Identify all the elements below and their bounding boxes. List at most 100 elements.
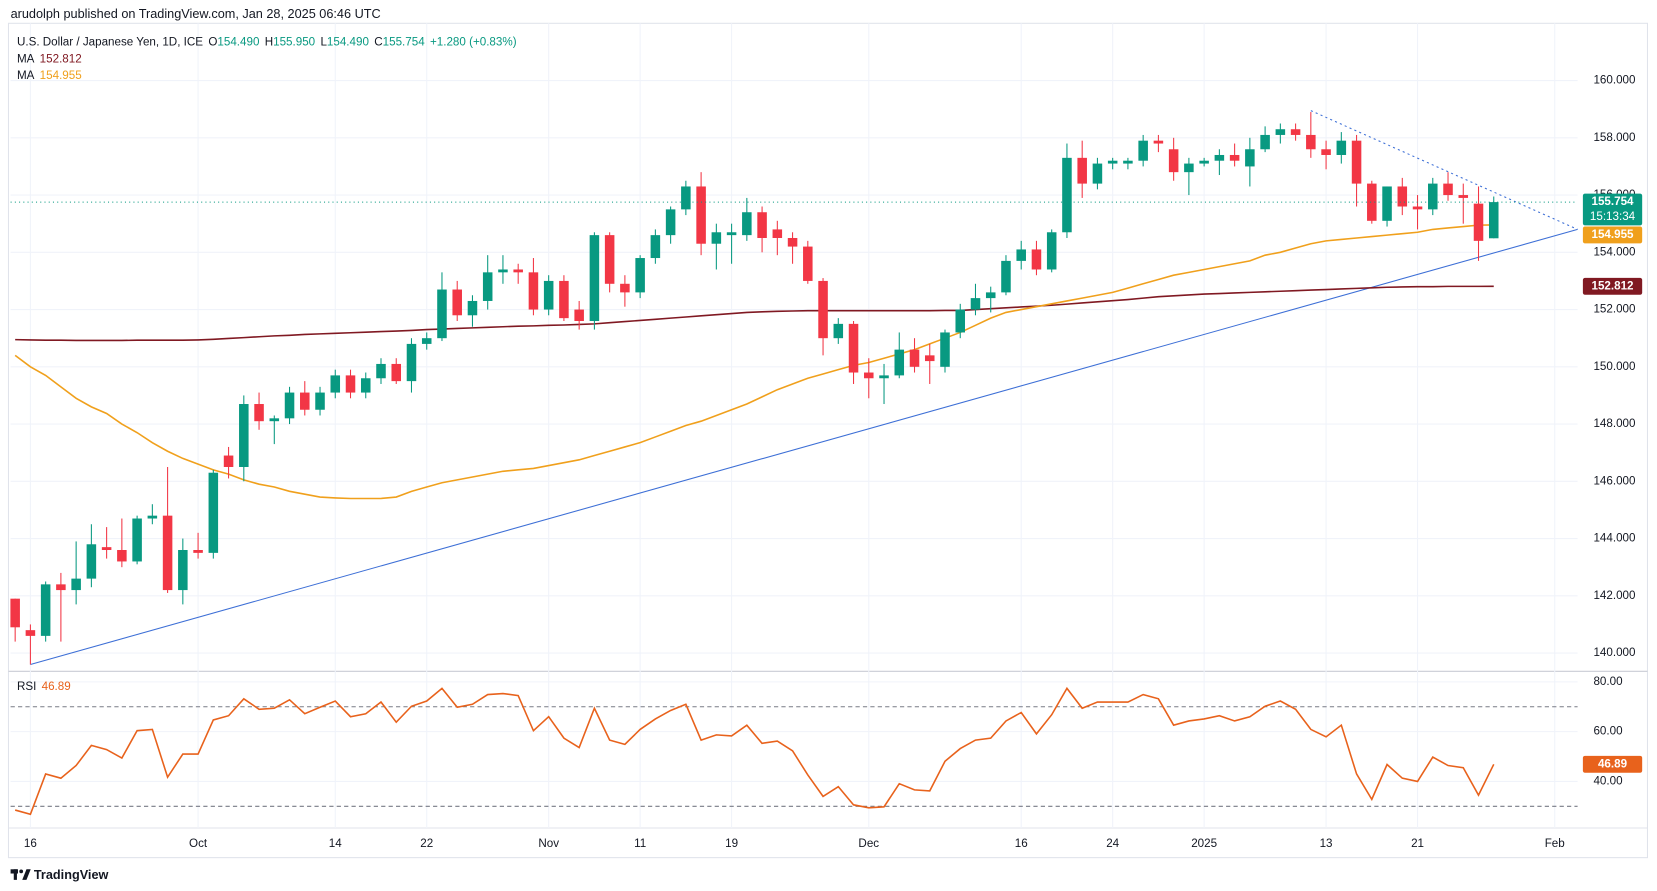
rsi-line bbox=[14, 686, 1495, 816]
x-tick-label: 19 bbox=[725, 837, 738, 850]
candle-body bbox=[391, 363, 402, 382]
ma-value-box bbox=[1582, 277, 1643, 295]
candle-body bbox=[803, 246, 813, 281]
frame bbox=[7, 22, 1649, 859]
candle-body bbox=[1382, 186, 1392, 221]
y-tick-label: 160.000 bbox=[1593, 74, 1636, 87]
candle-body bbox=[452, 289, 462, 316]
candle-body bbox=[1397, 186, 1408, 207]
candle-body bbox=[1107, 160, 1118, 164]
candle-body bbox=[421, 338, 432, 344]
x-tick-label: 14 bbox=[329, 837, 342, 850]
candle-body bbox=[635, 258, 645, 293]
candle-body bbox=[1138, 140, 1148, 161]
x-tick-label: Oct bbox=[189, 837, 208, 850]
candle-body bbox=[574, 309, 584, 322]
candle-body bbox=[71, 578, 81, 591]
candle-body bbox=[848, 323, 859, 373]
candle-body bbox=[833, 323, 844, 339]
candle-body bbox=[132, 518, 142, 562]
ma-value: 154.955 bbox=[40, 69, 82, 82]
candle-body bbox=[360, 378, 371, 393]
change-value: +1.280 (+0.83%) bbox=[430, 35, 517, 48]
candle-body bbox=[1473, 203, 1484, 241]
candle-body bbox=[1336, 140, 1347, 155]
ohlc-value: 154.490 bbox=[217, 35, 260, 48]
x-tick-label: 24 bbox=[1106, 837, 1119, 850]
candle-body bbox=[40, 584, 51, 636]
candle-body bbox=[1351, 140, 1362, 184]
candle-body bbox=[1458, 195, 1469, 198]
x-tick-label: 11 bbox=[634, 837, 646, 850]
candle-body bbox=[10, 598, 20, 628]
y-tick-label: 146.000 bbox=[1593, 474, 1636, 487]
x-tick-label: 16 bbox=[1015, 837, 1028, 850]
candle-body bbox=[467, 300, 478, 316]
rsi-value: 46.89 bbox=[42, 680, 71, 693]
candle-body bbox=[1412, 206, 1423, 210]
moving-average bbox=[14, 224, 1494, 500]
candle-body bbox=[1168, 149, 1179, 173]
candle-body bbox=[330, 375, 341, 393]
candle-body bbox=[315, 392, 325, 410]
candle-body bbox=[178, 550, 188, 591]
candle-body bbox=[498, 269, 508, 273]
countdown-label: 15:13:34 bbox=[1590, 210, 1636, 223]
x-tick-label: Dec bbox=[858, 837, 879, 850]
ohlc-key: L bbox=[320, 35, 327, 48]
candle-body bbox=[940, 332, 950, 367]
candle-body bbox=[650, 235, 661, 259]
x-tick-label: 2025 bbox=[1191, 837, 1217, 850]
ohlc-key: C bbox=[374, 35, 382, 48]
candle-body bbox=[1001, 260, 1011, 293]
logo-shape bbox=[22, 869, 31, 880]
ma-name: MA bbox=[17, 52, 35, 65]
candle-body bbox=[924, 355, 935, 362]
x-tick-label: 16 bbox=[24, 837, 37, 850]
x-tick-label: Feb bbox=[1545, 837, 1565, 850]
candle-body bbox=[1016, 249, 1026, 261]
candle-body bbox=[1092, 163, 1103, 184]
y-tick-label: 154.000 bbox=[1593, 245, 1636, 258]
brand-name: TradingView bbox=[34, 868, 109, 882]
candle-body bbox=[86, 544, 97, 579]
candle-body bbox=[726, 232, 737, 236]
candle-body bbox=[818, 280, 828, 339]
ohlc-value: 155.950 bbox=[273, 35, 316, 48]
candle-body bbox=[208, 472, 219, 553]
candle-body bbox=[1488, 202, 1499, 239]
moving-average bbox=[15, 285, 1494, 342]
candle-body bbox=[604, 235, 615, 284]
candle-body bbox=[864, 372, 874, 379]
candle-body bbox=[681, 186, 691, 210]
candle-body bbox=[376, 363, 386, 379]
candle-body bbox=[528, 272, 539, 310]
candle-body bbox=[955, 309, 966, 333]
ma-name: MA bbox=[17, 69, 35, 82]
ma-legend: MA 154.955 bbox=[17, 69, 82, 82]
candle-body bbox=[894, 349, 905, 376]
ma-value-label: 152.812 bbox=[1592, 279, 1634, 292]
symbol-legend: U.S. Dollar / Japanese Yen, 1D, ICE O154.… bbox=[17, 35, 517, 48]
trendline bbox=[30, 228, 1578, 666]
ohlc-key: H bbox=[265, 35, 273, 48]
candle-body bbox=[147, 515, 158, 519]
ma-value: 152.812 bbox=[40, 52, 82, 65]
candle-body bbox=[1031, 249, 1042, 270]
candle-body bbox=[589, 235, 600, 322]
candle-body bbox=[239, 404, 249, 467]
candle-body bbox=[1046, 232, 1057, 270]
logo-shape bbox=[19, 869, 24, 874]
y-tick-label: 158.000 bbox=[1593, 131, 1636, 144]
rsi-value-box bbox=[1582, 755, 1643, 773]
y-tick-label: 150.000 bbox=[1593, 360, 1636, 373]
y-tick-label: 140.000 bbox=[1593, 646, 1636, 659]
candle-body bbox=[482, 272, 493, 301]
symbol-title: U.S. Dollar / Japanese Yen, 1D, ICE bbox=[17, 35, 203, 48]
candle-body bbox=[1290, 129, 1301, 135]
trendline bbox=[1310, 110, 1578, 230]
y-tick-label: 60.00 bbox=[1593, 725, 1623, 738]
candle-body bbox=[970, 298, 981, 310]
